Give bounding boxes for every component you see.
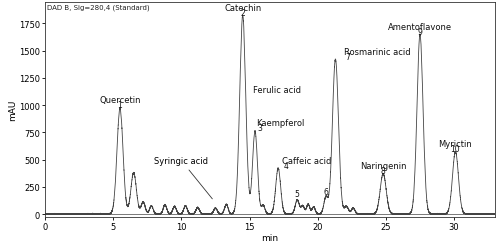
Text: 6: 6 xyxy=(324,187,328,196)
Text: 4: 4 xyxy=(284,161,288,170)
Text: Rosmarinic acid: Rosmarinic acid xyxy=(344,48,410,57)
Text: 2: 2 xyxy=(240,9,245,18)
Text: 3: 3 xyxy=(258,123,262,132)
Text: Myrictin: Myrictin xyxy=(438,140,472,148)
Text: 1: 1 xyxy=(118,100,122,110)
Text: 7: 7 xyxy=(345,53,350,62)
Text: 10: 10 xyxy=(450,144,460,154)
Text: DAD B, Sig=280,4 (Standard): DAD B, Sig=280,4 (Standard) xyxy=(47,5,150,11)
Text: Amentoflavone: Amentoflavone xyxy=(388,23,452,32)
Text: Quercetin: Quercetin xyxy=(99,96,141,104)
Text: 9: 9 xyxy=(418,28,422,37)
Text: Caffeic acid: Caffeic acid xyxy=(282,156,332,166)
Text: Syringic acid: Syringic acid xyxy=(154,156,212,199)
Text: Catechin: Catechin xyxy=(224,4,262,13)
X-axis label: min: min xyxy=(262,233,278,242)
Y-axis label: mAU: mAU xyxy=(8,99,18,121)
Text: 5: 5 xyxy=(295,190,300,198)
Text: Ferulic acid: Ferulic acid xyxy=(253,86,301,95)
Text: Naringenin: Naringenin xyxy=(360,161,406,170)
Text: Kaempferol: Kaempferol xyxy=(256,118,304,127)
Text: 8: 8 xyxy=(381,166,386,175)
